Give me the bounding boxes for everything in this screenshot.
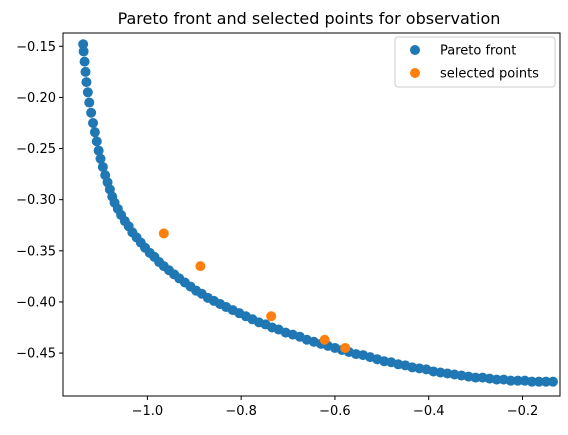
pareto-front-point <box>81 77 92 88</box>
pareto-front-point <box>82 87 93 98</box>
y-tick-label: −0.45 <box>16 347 56 362</box>
legend: Pareto front selected points <box>394 36 556 88</box>
pareto-front-point <box>80 66 91 77</box>
pareto-front-point <box>78 39 89 50</box>
x-tick-label: −1.0 <box>132 404 164 419</box>
x-axis: −1.0 −0.8 −0.6 −0.4 −0.2 <box>132 396 539 419</box>
legend-label-pareto-front: Pareto front <box>440 44 516 59</box>
pareto-front-point <box>540 376 551 387</box>
pareto-front-point <box>78 46 89 57</box>
plot-marks <box>78 39 558 387</box>
legend-box <box>394 36 556 88</box>
pareto-front-point <box>547 376 558 387</box>
selected-point <box>158 228 169 239</box>
selected-point <box>319 334 330 345</box>
pareto-front-point <box>86 107 97 118</box>
pareto-front-point <box>505 375 516 386</box>
pareto-front-point <box>84 97 95 108</box>
pareto-front-point <box>512 375 523 386</box>
legend-marker-selected-points <box>410 68 420 78</box>
pareto-front-point <box>89 127 100 138</box>
pareto-front-point <box>533 376 544 387</box>
x-tick-label: −0.4 <box>413 404 445 419</box>
x-tick-label: −0.8 <box>225 404 257 419</box>
pareto-front-point <box>88 117 99 128</box>
selected-point <box>266 311 277 322</box>
y-tick-label: −0.30 <box>16 193 56 208</box>
pareto-front-point <box>526 376 537 387</box>
chart-title: Pareto front and selected points for obs… <box>118 9 501 28</box>
y-axis: −0.15 −0.20 −0.25 −0.30 −0.35 −0.40 −0.45 <box>16 40 63 362</box>
pareto-front-point <box>97 161 108 172</box>
y-tick-label: −0.20 <box>16 91 56 106</box>
selected-point <box>340 342 351 353</box>
pareto-front-point <box>91 136 102 147</box>
pareto-front-point <box>79 56 90 67</box>
y-tick-label: −0.35 <box>16 244 56 259</box>
selected-point <box>195 261 206 272</box>
pareto-front-point <box>93 145 104 156</box>
y-tick-label: −0.40 <box>16 295 56 310</box>
pareto-front-point <box>491 374 502 385</box>
y-tick-label: −0.25 <box>16 142 56 157</box>
legend-label-selected-points: selected points <box>440 67 539 82</box>
pareto-front-point <box>95 153 106 164</box>
legend-marker-pareto-front <box>410 45 420 55</box>
x-tick-label: −0.2 <box>507 404 539 419</box>
x-tick-label: −0.6 <box>319 404 351 419</box>
plot-frame <box>62 32 561 397</box>
y-tick-label: −0.15 <box>16 40 56 55</box>
pareto-front-point <box>470 372 481 383</box>
